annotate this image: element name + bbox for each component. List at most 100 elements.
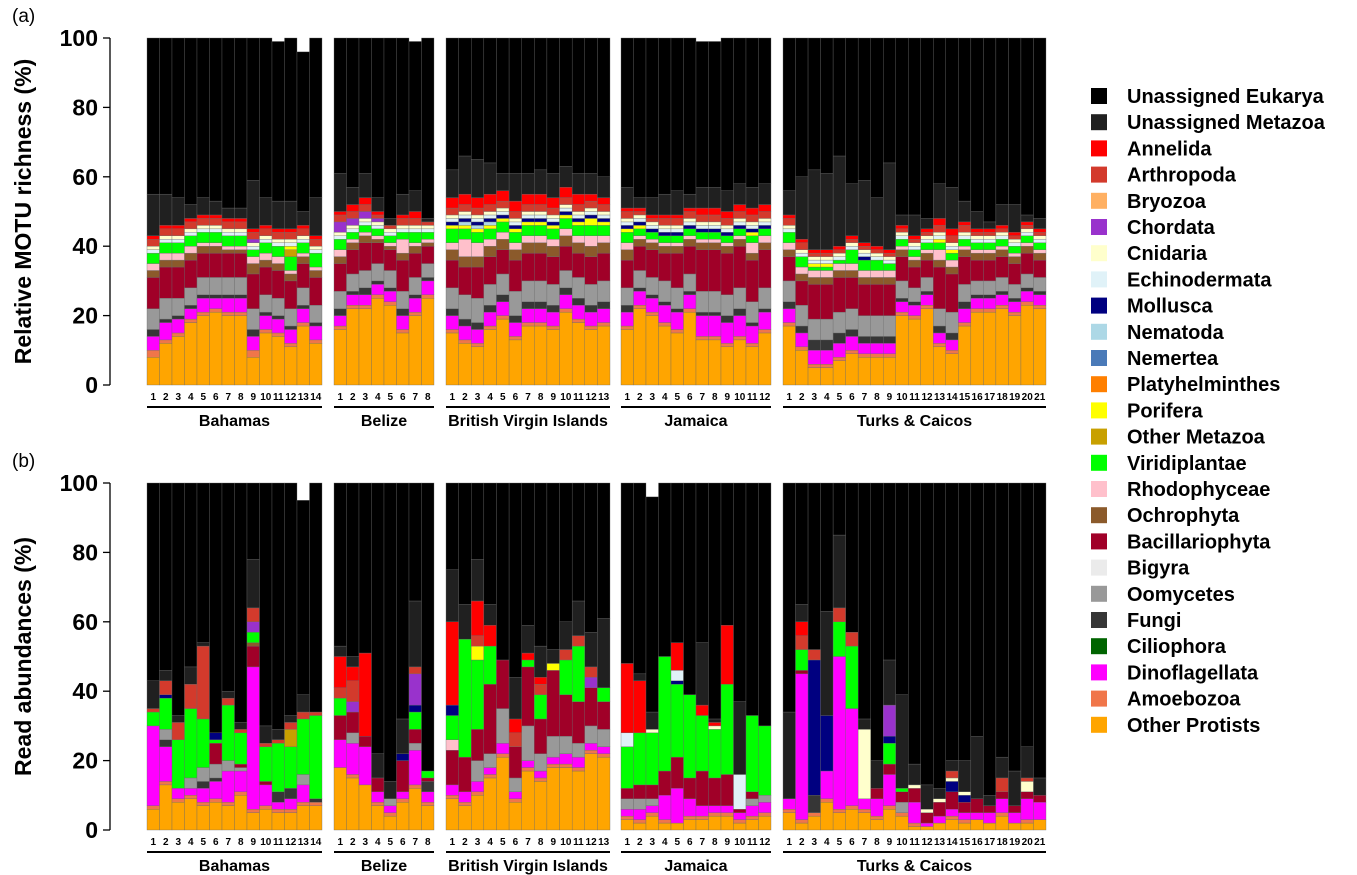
bar-segment-fungi [421,781,435,793]
bar-segment-unassigned-eukarya [658,482,672,657]
bar-segment-bacillariophyta [758,249,772,289]
bar-segment-dinoflagellata [259,315,273,330]
bar-segment-arthropoda [371,214,385,219]
bar-segment-bacillariophyta [421,777,435,782]
bar-segment-ochrophyta [559,235,573,247]
bar-segment-echinodermata [832,256,846,261]
bar-segment-ochrophyta [908,259,921,268]
bar-segment-bacillariophyta [445,750,459,786]
bar-segment-cnidaria [633,214,647,219]
bar-segment-fungi [408,294,422,299]
sample-label: 15 [959,837,971,848]
bar-segment-dinoflagellata [658,305,672,323]
bar-stack [146,482,160,831]
bar-segment-cnidaria [597,211,611,216]
sample-label: 13 [934,837,946,848]
bar-segment-unassigned-metazoa [571,173,585,195]
bar-segment-dinoflagellata [496,301,510,316]
bar-segment-oomycetes [895,280,909,299]
bar-segment-echinodermata [445,218,459,223]
bar-segment-bacillariophyta [1033,259,1047,278]
bar-segment-cnidaria [645,729,659,734]
bar-segment-rhodophyceae [508,242,522,250]
sample-label: 11 [573,392,584,403]
bar-segment-other-protists [758,815,772,831]
bar-stack [832,482,846,831]
bar-segment-echinodermata [895,235,909,240]
bar-segment-unassigned-eukarya [559,482,573,622]
bar-segment-unassigned-metazoa [584,632,598,668]
bar-stack [559,37,573,386]
bar-stack [995,37,1009,386]
bar-segment-other-protists [895,315,909,386]
bar-segment-arthropoda [146,239,160,247]
bar-segment-echinodermata [383,232,397,236]
bar-segment-oomycetes [883,315,896,337]
bar-segment-unassigned-metazoa [184,204,198,219]
bar-segment-unassigned-eukarya [521,482,535,626]
bar-segment-rhodophyceae [845,263,859,271]
bar-segment-oomycetes [782,280,796,302]
bar-segment-amoebozoa [309,802,323,806]
bar-segment-dinoflagellata [559,294,573,309]
bar-segment-unassigned-metazoa [284,715,298,723]
bar-segment-echinodermata [958,235,972,240]
bar-stack [159,37,173,386]
bar-segment-porifera [508,228,522,233]
bar-segment-oomycetes [159,729,173,740]
bar-segment-oomycetes [1008,284,1022,299]
sample-label: 4 [662,837,668,848]
bar-segment-other-protists [396,332,410,386]
bar-segment-fungi [1033,291,1047,295]
bar-segment-viridiplantae [795,256,809,268]
bar-stack [209,37,223,386]
bar-stack [571,37,585,386]
bar-segment-annelida [695,207,709,216]
bar-segment-oomycetes [234,277,248,295]
legend-item-rhodophyceae: Rhodophyceae [1091,479,1270,501]
bar-segment-viridiplantae [346,232,360,240]
bar-segment-amoebozoa [758,329,772,334]
bar-segment-viridiplantae [546,228,560,240]
bar-segment-dinoflagellata [1008,301,1022,313]
bar-segment-amoebozoa [597,322,611,327]
bar-segment-other-protists [995,815,1009,831]
bar-segment-dinoflagellata [408,750,422,786]
legend-item-dinoflagellata: Dinoflagellata [1091,662,1259,684]
bar-segment-oomycetes [958,284,972,302]
bar-segment-amoebozoa [832,357,846,361]
bar-segment-unassigned-eukarya [396,37,410,195]
bar-segment-unassigned-metazoa [683,193,697,209]
bar-segment-viridiplantae [857,259,871,271]
bar-segment-bacillariophyta [708,249,722,292]
legend-label: Bryozoa [1127,191,1207,213]
bar-segment-arthropoda [284,232,298,240]
bar-segment-cnidaria [908,784,921,789]
bar-segment-dinoflagellata [620,311,634,327]
bar-segment-rhodophyceae [346,239,360,243]
bar-segment-amoebozoa [908,822,921,827]
bar-segment-viridiplantae [496,221,510,233]
bar-segment-bacillariophyta [458,756,472,793]
bar-segment-cnidaria [271,239,285,243]
bar-segment-unassigned-eukarya [571,482,585,602]
bar-segment-rhodophyceae [758,235,772,243]
bar-segment-porifera [496,218,510,223]
bar-segment-oomycetes [234,767,248,772]
bar-segment-amoebozoa [933,343,946,348]
bar-segment-viridiplantae [421,232,435,240]
bar-segment-amoebozoa [745,343,759,348]
bar-segment-unassigned-metazoa [920,218,934,230]
bar-segment-unassigned-metazoa [945,760,959,772]
bar-segment-mollusca [758,225,772,230]
bar-segment-dinoflagellata [782,798,796,810]
bar-segment-annelida [234,218,248,223]
bar-segment-rhodophyceae [358,232,372,236]
bar-stack [483,37,497,386]
bar-segment-other-protists [620,819,634,831]
bar-segment-unassigned-metazoa [645,711,659,730]
bar-segment-unassigned-eukarya [421,482,435,772]
bar-segment-arthropoda [895,228,909,233]
